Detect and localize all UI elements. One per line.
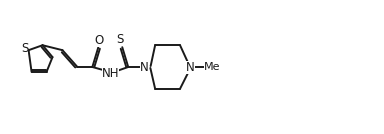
Text: N: N [186,60,195,74]
Text: Me: Me [204,62,221,72]
Text: NH: NH [101,67,119,80]
Text: N: N [140,60,149,74]
Text: S: S [117,33,124,46]
Text: O: O [95,34,104,47]
Text: S: S [21,42,28,55]
